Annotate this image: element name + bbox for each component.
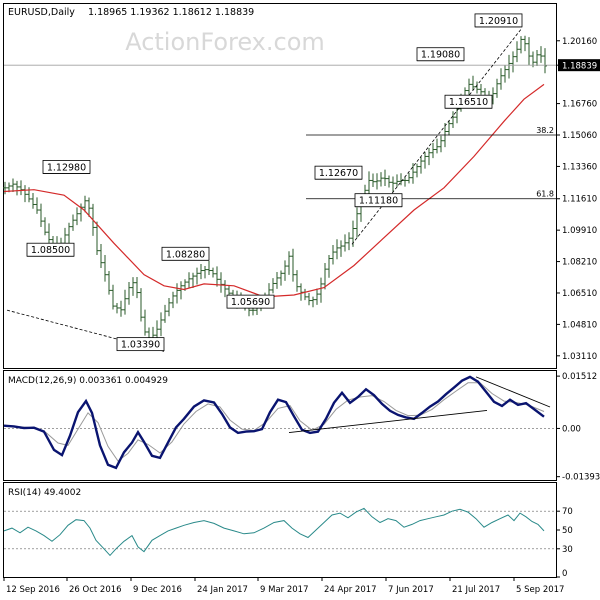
annotation-label: 1.11180	[359, 196, 398, 207]
x-tick-label: 24 Apr 2017	[324, 585, 377, 595]
price-layer: 38.2 61.8 1.20910 1.19080 1.16510 1.12980 1.12…	[3, 13, 556, 352]
x-tick-label: 9 Mar 2017	[260, 585, 308, 595]
annotation-label: 1.08280	[166, 249, 205, 260]
price-tick-label: 1.03110	[562, 352, 597, 362]
rsi-tick-label: 70	[562, 507, 573, 517]
macd-tick-label: 0.00	[562, 424, 581, 434]
price-tick-label: 1.11610	[562, 195, 597, 205]
x-tick-label: 26 Oct 2016	[69, 585, 122, 595]
x-tick-label: 7 Jun 2017	[388, 585, 434, 595]
annotation-label: 1.03390	[121, 340, 160, 351]
x-tick-label: 5 Sep 2017	[516, 585, 564, 595]
price-annotation: 1.12980	[42, 160, 91, 174]
current-price-label: 1.18839	[562, 62, 597, 72]
macd-title: MACD(12,26,9) 0.003361 0.004929	[8, 376, 168, 386]
price-annotation: 1.08500	[26, 242, 75, 257]
macd-layer	[3, 375, 556, 470]
axis-layer: 1.20160 1.18839 1.16760 1.15060 1.13360 1.116…	[3, 37, 600, 595]
macd-tick-label: -0.013938	[562, 473, 600, 483]
watermark: ActionForex.com	[125, 28, 325, 56]
macd-trendline	[475, 376, 551, 408]
price-annotation: 1.20910	[474, 13, 523, 28]
price-annotation: 1.19080	[416, 47, 465, 62]
x-tick-label: 9 Dec 2016	[133, 585, 182, 595]
annotation-box	[354, 193, 403, 208]
price-annotation: 1.05690	[226, 294, 275, 309]
annotation-label: 1.16510	[449, 97, 488, 108]
rsi-panel	[3, 482, 557, 578]
annotation-box	[474, 13, 523, 28]
price-tick-label: 1.15060	[562, 131, 597, 141]
annotation-box	[26, 242, 75, 257]
annotation-label: 1.12980	[47, 162, 86, 173]
macd-tick-label: 0.01512	[562, 372, 597, 382]
price-annotation: 1.08280	[161, 246, 210, 261]
annotation-box	[314, 165, 363, 180]
rsi-title: RSI(14) 49.4002	[8, 488, 81, 498]
fib-level-label: 61.8	[536, 190, 554, 199]
price-panel	[3, 3, 557, 369]
fib-level-label: 38.2	[536, 126, 554, 135]
x-tick-label: 12 Sep 2016	[6, 585, 60, 595]
annotation-box	[444, 94, 493, 109]
price-tick-label: 1.09910	[562, 226, 597, 236]
chart-ohlc: 1.18965 1.19362 1.18612 1.18839	[88, 7, 254, 18]
rsi-layer	[3, 507, 556, 557]
annotation-label: 1.20910	[479, 16, 518, 27]
annotation-label: 1.19080	[421, 50, 460, 61]
current-price-box	[558, 59, 600, 72]
x-tick-label: 24 Jan 2017	[197, 585, 248, 595]
macd-trendline	[288, 410, 488, 434]
price-tick-label: 1.06510	[562, 289, 597, 299]
annotation-label: 1.12670	[319, 168, 358, 179]
annotation-box	[42, 160, 91, 174]
price-tick-label: 1.13360	[562, 162, 597, 172]
chart-symbol: EURUSD,Daily	[8, 7, 75, 18]
price-annotation: 1.03390	[116, 337, 165, 352]
price-tick-label: 1.16760	[562, 100, 597, 110]
price-annotation: 1.11180	[354, 193, 403, 208]
price-trendline	[351, 27, 523, 245]
annotation-box	[161, 246, 210, 261]
price-tick-label: 1.08210	[562, 258, 597, 268]
rsi-tick-label: 30	[562, 545, 573, 555]
annotation-box	[226, 294, 275, 309]
x-tick-label: 21 Jul 2017	[452, 585, 500, 595]
rsi-tick-label: 0	[562, 569, 567, 579]
rsi-line	[3, 507, 545, 557]
annotation-box	[116, 337, 165, 352]
annotation-label: 1.08500	[31, 245, 70, 256]
price-tick-label: 1.04810	[562, 320, 597, 330]
price-annotation: 1.16510	[444, 94, 493, 109]
annotation-label: 1.05690	[231, 297, 270, 308]
price-annotation: 1.12670	[314, 165, 363, 180]
macd-panel	[3, 370, 557, 481]
rsi-tick-label: 50	[562, 526, 573, 536]
price-tick-label: 1.20160	[562, 37, 597, 47]
annotation-box	[416, 47, 465, 62]
macd-line	[3, 375, 545, 470]
